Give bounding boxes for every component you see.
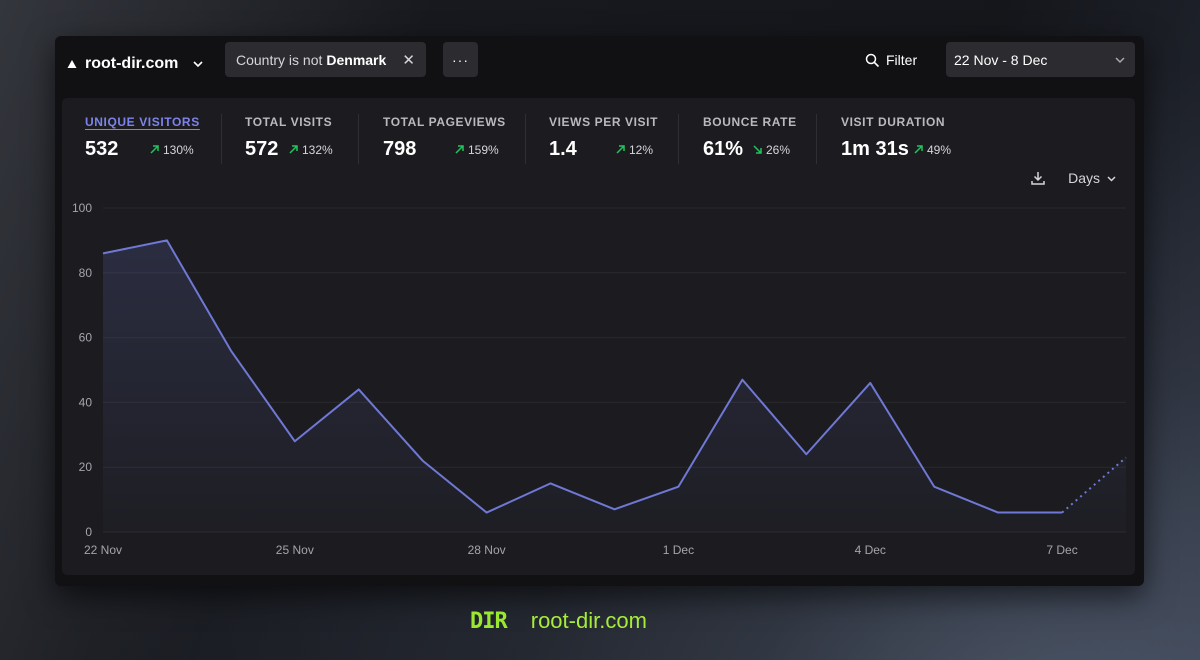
stat-visit-duration[interactable]: VISIT DURATION 1m 31s 49% (841, 115, 951, 161)
date-range-select[interactable]: 22 Nov - 8 Dec (946, 42, 1135, 77)
footer-brand: DIR root-dir.com (470, 608, 647, 634)
stats-row: UNIQUE VISITORS 532 130% TOTAL VISITS 57… (62, 98, 1135, 174)
x-tick-label: 1 Dec (663, 543, 694, 557)
stats-panel: UNIQUE VISITORS 532 130% TOTAL VISITS 57… (62, 98, 1135, 575)
stat-value: 798 (383, 138, 417, 160)
download-icon[interactable] (1030, 170, 1046, 186)
brand-url[interactable]: root-dir.com (530, 608, 647, 633)
chart-tools: Days (1030, 170, 1117, 186)
x-tick-label: 4 Dec (855, 543, 886, 557)
stat-value: 61% (703, 138, 744, 160)
stat-value: 572 (245, 138, 279, 160)
data-point-2-dec[interactable] (736, 374, 748, 386)
divider (525, 114, 526, 164)
divider (678, 114, 679, 164)
data-point-28-nov[interactable] (481, 507, 493, 519)
stat-views-per-visit[interactable]: VIEWS PER VISIT 1.4 12% (549, 115, 658, 161)
divider (221, 114, 222, 164)
stat-change: 130% (163, 142, 194, 157)
stat-label: TOTAL PAGEVIEWS (383, 115, 506, 129)
divider (358, 114, 359, 164)
visitors-chart: 0 20 40 60 80 100 22 Nov 25 Nov 28 Nov 1 Dec 4 De… (72, 201, 1132, 557)
chart-series-incomplete-line (1061, 456, 1127, 514)
divider (816, 114, 817, 164)
y-tick-label: 0 (85, 525, 92, 539)
site-switcher[interactable]: root-dir.com (67, 48, 204, 80)
filter-button[interactable]: Filter (865, 49, 917, 71)
stat-total-visits[interactable]: TOTAL VISITS 572 132% (245, 115, 333, 161)
data-point-27-nov[interactable] (417, 455, 429, 467)
y-tick-label: 80 (79, 266, 93, 280)
x-tick-label: 22 Nov (84, 543, 122, 557)
filter-chip[interactable]: Country is not Denmark ✕ (225, 42, 426, 77)
stat-change: 159% (468, 142, 499, 157)
interval-label: Days (1068, 170, 1100, 186)
chevron-down-icon (1115, 56, 1125, 63)
close-icon[interactable]: ✕ (402, 51, 415, 69)
date-range-label: 22 Nov - 8 Dec (954, 51, 1048, 68)
more-options-button[interactable]: ··· (443, 42, 478, 77)
stat-change: 26% (766, 142, 791, 157)
site-logo-icon (67, 60, 77, 68)
stat-label: TOTAL VISITS (245, 115, 333, 129)
data-point-26-nov[interactable] (353, 383, 365, 395)
x-tick-label: 28 Nov (468, 543, 506, 557)
data-point-1-dec[interactable] (672, 481, 684, 493)
data-point-8-dec[interactable] (1120, 451, 1132, 463)
data-point-25-nov[interactable] (289, 435, 301, 447)
arrow-up-right-icon (150, 145, 159, 154)
filter-chip-prefix: Country is not (236, 51, 323, 68)
stat-value: 532 (85, 138, 119, 160)
stat-change: 12% (629, 142, 654, 157)
stat-change: 49% (927, 142, 952, 157)
stat-value: 1m 31s (841, 138, 909, 160)
filter-label: Filter (886, 52, 918, 68)
x-tick-label: 7 Dec (1046, 543, 1077, 557)
site-name: root-dir.com (85, 55, 179, 72)
filter-chip-value: Denmark (326, 51, 387, 68)
arrow-up-right-icon (289, 145, 298, 154)
stat-unique-visitors[interactable]: UNIQUE VISITORS 532 130% (85, 115, 200, 161)
y-tick-label: 40 (79, 395, 93, 409)
data-point-24-nov[interactable] (225, 345, 237, 357)
data-point-4-dec[interactable] (864, 377, 876, 389)
data-point-7-dec[interactable] (1056, 507, 1068, 519)
stat-label: VIEWS PER VISIT (549, 115, 659, 129)
chevron-down-icon (1107, 175, 1116, 182)
data-point-23-nov[interactable] (161, 234, 173, 246)
stat-total-pageviews[interactable]: TOTAL PAGEVIEWS 798 159% (383, 115, 506, 161)
stat-value: 1.4 (549, 138, 577, 160)
arrow-down-right-icon (753, 145, 762, 154)
stat-change: 132% (302, 142, 333, 157)
chart-series-line (102, 239, 1063, 514)
data-point-29-nov[interactable] (545, 477, 557, 489)
data-point-22-nov[interactable] (97, 247, 109, 259)
chevron-down-icon (193, 61, 203, 68)
dashboard-window: root-dir.com Country is not Denmark ✕ ··… (55, 36, 1144, 586)
y-tick-label: 60 (79, 331, 93, 345)
data-point-5-dec[interactable] (928, 481, 940, 493)
stat-label: VISIT DURATION (841, 115, 946, 129)
top-bar: root-dir.com Country is not Denmark ✕ ··… (55, 36, 1144, 92)
stat-label: BOUNCE RATE (703, 115, 797, 129)
y-tick-label: 100 (72, 201, 92, 215)
data-point-3-dec[interactable] (800, 448, 812, 460)
brand-logo: DIR (470, 608, 508, 634)
data-point-30-nov[interactable] (609, 503, 621, 515)
y-tick-label: 20 (79, 460, 93, 474)
x-tick-label: 25 Nov (276, 543, 314, 557)
interval-select[interactable]: Days (1068, 170, 1117, 186)
arrow-up-right-icon (914, 145, 923, 154)
search-icon (865, 53, 880, 67)
arrow-up-right-icon (455, 145, 464, 154)
chart-area (103, 240, 1126, 532)
arrow-up-right-icon (616, 145, 625, 154)
data-point-6-dec[interactable] (992, 507, 1004, 519)
stat-bounce-rate[interactable]: BOUNCE RATE 61% 26% (703, 115, 797, 161)
stat-label: UNIQUE VISITORS (85, 115, 200, 129)
